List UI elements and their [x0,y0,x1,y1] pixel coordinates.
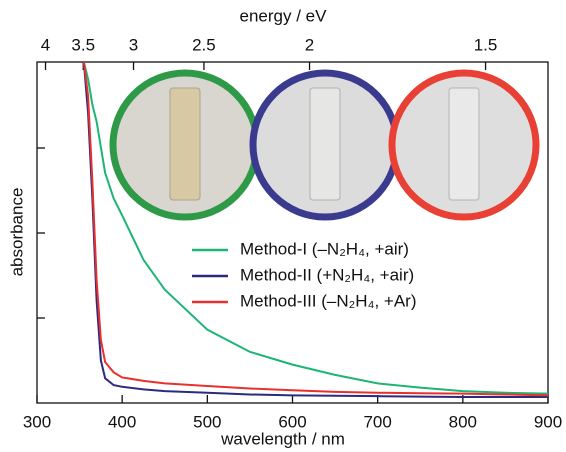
x-tick-label: 900 [534,412,562,431]
x-tick-label: 300 [23,412,51,431]
legend-label: Method-I (–N₂H₄, +air) [240,239,409,258]
x2-tick-label: 4 [41,35,50,54]
legend-label: Method-II (+N₂H₄, +air) [240,265,414,284]
x2-tick-label: 2 [305,35,314,54]
x-tick-label: 800 [449,412,477,431]
x2-tick-label: 2.5 [192,35,216,54]
photos [113,73,536,217]
x-tick-label: 400 [108,412,136,431]
y-axis-label: absorbance [7,188,26,277]
vial [449,88,479,200]
x2-tick-label: 3 [129,35,138,54]
vial [170,88,200,200]
x-axis-label: wavelength / nm [220,429,345,448]
legend-label: Method-III (–N₂H₄, +Ar) [240,291,417,310]
x-tick-label: 500 [193,412,221,431]
x2-tick-label: 3.5 [71,35,95,54]
chart: wavelength / nm energy / eV absorbance 3… [0,0,566,452]
x-tick-label: 700 [363,412,391,431]
y-ticks [37,148,45,318]
x2-axis-label: energy / eV [240,6,328,25]
x2-tick-label: 1.5 [474,35,498,54]
vial [310,88,340,200]
x-tick-label: 600 [278,412,306,431]
